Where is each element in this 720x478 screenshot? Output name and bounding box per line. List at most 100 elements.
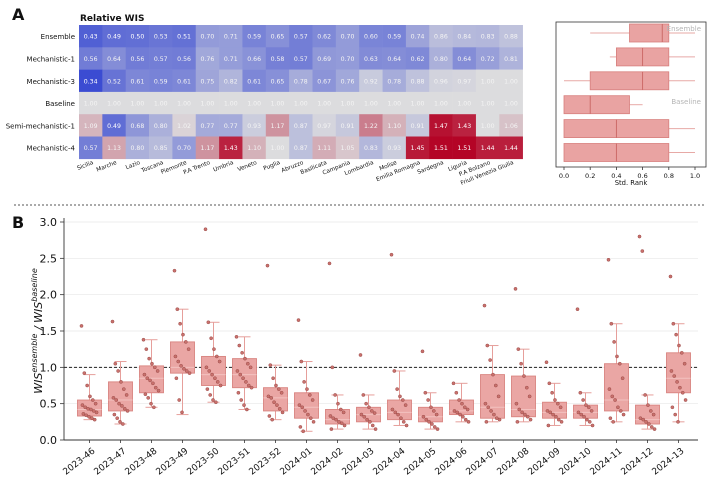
heatmap-cell — [219, 25, 243, 48]
wis-point — [272, 400, 276, 405]
wis-point — [620, 376, 625, 381]
wis-xtick-label: 2024-06 — [434, 446, 470, 477]
heatmap-cell-value: 1.00 — [457, 101, 471, 108]
heatmap-cell-value: 0.61 — [130, 78, 144, 85]
wis-point — [548, 410, 553, 415]
heatmap-cell-value: 0.59 — [154, 78, 168, 85]
wis-point — [553, 398, 557, 402]
wis-point — [204, 365, 209, 370]
wis-point — [554, 414, 558, 419]
wis-point — [455, 410, 460, 415]
heatmap-cell — [405, 136, 430, 160]
wis-point — [514, 401, 519, 406]
wis-point — [334, 417, 338, 422]
wis-point — [306, 412, 310, 417]
wis-point — [150, 361, 154, 366]
heatmap-cell-value: 1.02 — [177, 123, 191, 130]
heatmap-cell-value: 0.69 — [317, 56, 331, 63]
wis-point — [339, 421, 344, 426]
wis-point — [578, 390, 583, 395]
panel-b-label: B — [12, 213, 24, 232]
heatmap-cell-value: 0.64 — [107, 56, 121, 63]
wis-point — [187, 371, 192, 375]
wis-point — [144, 347, 149, 351]
heatmap-cell-value: 0.80 — [130, 145, 144, 152]
wis-point — [395, 387, 399, 391]
wis-point — [465, 407, 470, 412]
heatmap-cell-value: 1.00 — [364, 101, 378, 108]
heatmap-cell-value: 0.64 — [457, 56, 471, 63]
wis-point — [669, 369, 674, 373]
wis-point — [610, 394, 615, 399]
heatmap-cell — [265, 25, 290, 48]
wis-point — [213, 376, 217, 381]
wis-point — [646, 403, 650, 407]
heatmap-row-label: Ensemble — [41, 33, 75, 41]
heatmap-cell-value: 1.13 — [107, 145, 121, 152]
rank-box — [589, 71, 670, 91]
wis-point — [369, 409, 374, 413]
wis-point — [482, 303, 487, 308]
wis-point — [88, 394, 92, 399]
wis-point — [676, 420, 680, 424]
wis-point — [338, 407, 343, 412]
wis-point — [516, 347, 521, 351]
wis-point — [182, 366, 186, 371]
heatmap-cell-value: 0.50 — [130, 34, 144, 41]
heatmap-cell — [405, 25, 430, 48]
wis-point — [544, 360, 549, 365]
heatmap-cell — [219, 136, 243, 160]
wis-point — [579, 412, 584, 417]
wis-point — [364, 401, 368, 406]
heatmap-cell — [102, 47, 126, 70]
wis-point — [556, 417, 561, 422]
heatmap-cell — [452, 47, 477, 70]
wis-point — [180, 410, 184, 415]
wis-point — [576, 410, 581, 415]
heatmap-cell — [335, 91, 360, 115]
wis-point — [120, 404, 124, 408]
heatmap-cell-value: 1.45 — [411, 145, 425, 152]
wis-point — [329, 427, 334, 431]
wis-point — [274, 383, 278, 388]
heatmap-cell-value: 0.65 — [271, 34, 285, 41]
heatmap-cell-value: 0.59 — [387, 34, 401, 41]
wis-point — [404, 423, 409, 428]
heatmap-cell — [125, 136, 150, 160]
heatmap-cell-value: 1.51 — [434, 145, 448, 152]
wis-point — [172, 268, 177, 273]
heatmap-cell — [475, 136, 500, 160]
heatmap-cell — [79, 91, 103, 115]
wis-point — [181, 332, 185, 337]
wis-point — [146, 396, 151, 400]
heatmap-cell — [359, 91, 383, 115]
wis-point — [584, 403, 588, 407]
heatmap-cell-value: 0.83 — [481, 34, 495, 41]
wis-point — [608, 416, 613, 421]
wis-point — [175, 307, 180, 312]
wis-point — [80, 403, 85, 407]
heatmap-cell-value: 1.00 — [481, 101, 495, 108]
heatmap-cell-value: 0.56 — [177, 56, 191, 63]
heatmap-cell — [172, 25, 197, 48]
wis-box — [666, 352, 691, 394]
wis-point — [298, 425, 303, 429]
heatmap-cell-value: 0.72 — [481, 56, 495, 63]
heatmap-cell-value: 0.63 — [364, 56, 378, 63]
wis-point — [559, 420, 564, 424]
heatmap-cell-value: 0.78 — [294, 78, 308, 85]
wis-point — [466, 420, 471, 424]
wis-point — [112, 412, 117, 417]
heatmap-cell — [312, 69, 337, 93]
wis-point — [520, 410, 524, 415]
wis-point — [389, 252, 394, 257]
heatmap-cell-value: 0.91 — [411, 123, 425, 130]
heatmap-cell — [335, 69, 360, 93]
heatmap-cell-value: 0.96 — [434, 78, 448, 85]
wis-point — [214, 354, 219, 359]
heatmap-cell-value: 0.85 — [154, 145, 168, 152]
heatmap-cell — [219, 69, 243, 93]
wis-point — [208, 393, 213, 397]
heatmap-cell-value: 0.93 — [247, 123, 261, 130]
wis-point — [682, 361, 687, 366]
